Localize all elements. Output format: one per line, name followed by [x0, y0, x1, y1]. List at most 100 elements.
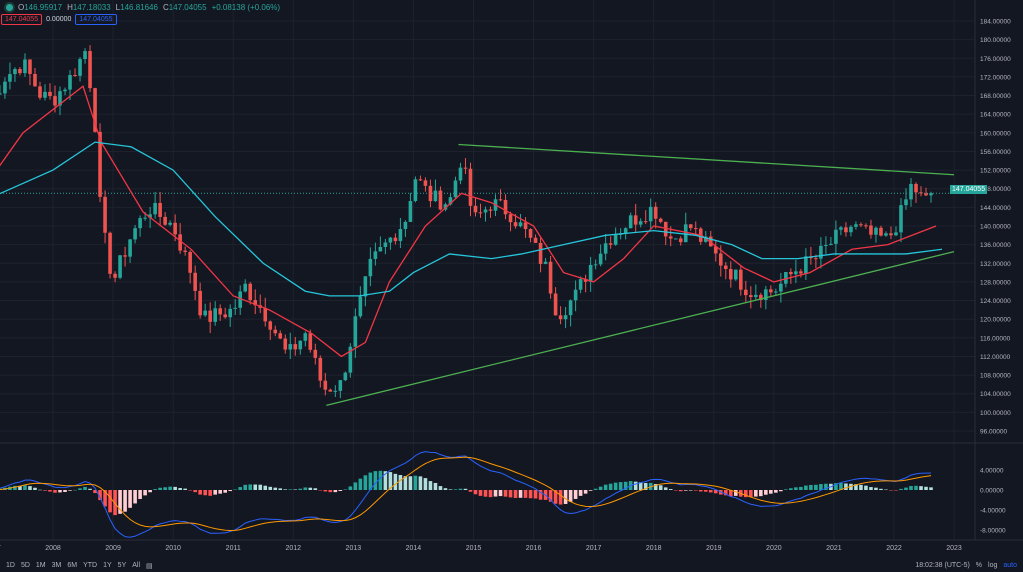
candle-body — [663, 221, 668, 237]
macd-histogram-bar — [453, 489, 458, 490]
candle-body — [193, 272, 197, 291]
macd-histogram-bar — [488, 490, 493, 498]
range-5y[interactable]: 5Y — [117, 562, 127, 569]
candle-body — [859, 224, 863, 226]
macd-histogram-bar — [794, 487, 798, 490]
macd-histogram-bar — [343, 489, 348, 490]
candle-body — [53, 96, 57, 106]
candle-body — [358, 296, 363, 317]
candle-body — [273, 329, 278, 334]
candle-body — [874, 227, 878, 235]
candle-body — [543, 261, 548, 264]
macd-histogram-bar — [208, 490, 212, 496]
macd-histogram-bar — [588, 490, 593, 491]
macd-histogram-bar — [503, 490, 508, 497]
clock[interactable]: 18:02:38 (UTC-5) — [915, 562, 970, 569]
range-1d[interactable]: 1D — [6, 562, 15, 569]
symbol-status-icon — [6, 4, 13, 11]
candle-body — [744, 289, 748, 296]
candle-body — [108, 232, 112, 274]
price-tick-label: 132.00000 — [980, 261, 1011, 268]
macd-histogram-bar — [924, 486, 928, 490]
percent-toggle[interactable]: % — [975, 562, 983, 569]
macd-histogram-bar — [478, 490, 483, 496]
macd-histogram-bar — [929, 487, 933, 490]
candle-body — [438, 190, 443, 210]
macd-histogram-bar — [568, 490, 573, 502]
range-1y[interactable]: 1Y — [103, 562, 112, 569]
candle-body — [33, 73, 37, 87]
ma-fast-badge[interactable]: 147.04055 — [1, 14, 43, 25]
candle-body — [428, 185, 433, 202]
candle-body — [678, 238, 683, 243]
log-toggle[interactable]: log — [988, 562, 998, 569]
candle-body — [643, 221, 648, 223]
candle-body — [523, 222, 528, 230]
macd-histogram-bar — [413, 475, 418, 490]
ma-slow-badge[interactable]: 147.04055 — [75, 14, 117, 25]
candle-body — [583, 279, 588, 282]
range-all[interactable]: All — [132, 562, 141, 569]
candle-body — [538, 242, 543, 264]
price-tick-label: 164.00000 — [980, 112, 1011, 119]
macd-histogram-bar — [458, 488, 463, 490]
year-tick-label: 2015 — [466, 545, 482, 552]
range-6m[interactable]: 6M — [67, 562, 78, 569]
candle-body — [593, 264, 598, 266]
macd-histogram-bar — [618, 482, 623, 490]
auto-toggle[interactable]: auto — [1003, 562, 1017, 569]
macd-histogram-bar — [198, 490, 202, 495]
macd-histogram-bar — [789, 488, 793, 490]
candle-body — [103, 196, 107, 233]
range-5d[interactable]: 5D — [20, 562, 30, 569]
candle-body — [588, 264, 593, 282]
candle-body — [128, 239, 132, 257]
macd-histogram-bar — [168, 486, 172, 490]
macd-histogram-bar — [819, 484, 823, 490]
candle-body — [218, 308, 222, 315]
macd-histogram-bar — [68, 490, 72, 491]
macd-histogram-bar — [468, 490, 473, 492]
macd-histogram-bar — [278, 488, 283, 490]
macd-histogram-bar — [268, 486, 273, 490]
macd-histogram-bar — [749, 490, 753, 498]
candle-body — [573, 289, 578, 301]
range-1m[interactable]: 1M — [35, 562, 46, 569]
macd-histogram-bar — [814, 484, 818, 490]
candle-body — [328, 389, 333, 392]
macd-histogram-bar — [288, 489, 293, 490]
macd-histogram-bar — [784, 489, 788, 490]
price-tick-label: 128.00000 — [980, 279, 1011, 286]
macd-histogram-bar — [318, 490, 323, 491]
macd-histogram-bar — [213, 490, 217, 495]
date-range-icon[interactable]: ▤ — [146, 562, 153, 570]
candle-body — [8, 74, 12, 82]
macd-histogram-bar — [38, 489, 42, 491]
range-3m[interactable]: 3M — [51, 562, 62, 569]
candle-body — [693, 228, 698, 230]
candle-body — [63, 89, 67, 92]
candle-body — [508, 214, 513, 223]
candle-body — [483, 209, 488, 213]
candle-body — [28, 59, 32, 74]
macd-histogram-bar — [363, 475, 368, 490]
range-ytd[interactable]: YTD — [83, 562, 98, 569]
candle-body — [268, 321, 273, 330]
macd-histogram-bar — [18, 485, 22, 490]
macd-histogram-bar — [608, 483, 613, 490]
candle-body — [278, 333, 283, 339]
macd-histogram-bar — [123, 490, 127, 512]
macd-histogram-bar — [869, 487, 873, 490]
macd-histogram-bar — [844, 483, 848, 490]
price-tick-label: 112.00000 — [980, 354, 1011, 361]
candle-body — [393, 237, 398, 242]
candle-body — [173, 222, 177, 235]
candle-body — [864, 225, 868, 227]
macd-histogram-bar — [658, 485, 663, 490]
ma-fast-line — [0, 85, 937, 358]
candle-body — [303, 333, 308, 341]
macd-histogram-bar — [428, 481, 433, 490]
change-value: +0.08138 (+0.06%) — [211, 3, 281, 12]
macd-histogram-bar — [538, 490, 543, 500]
